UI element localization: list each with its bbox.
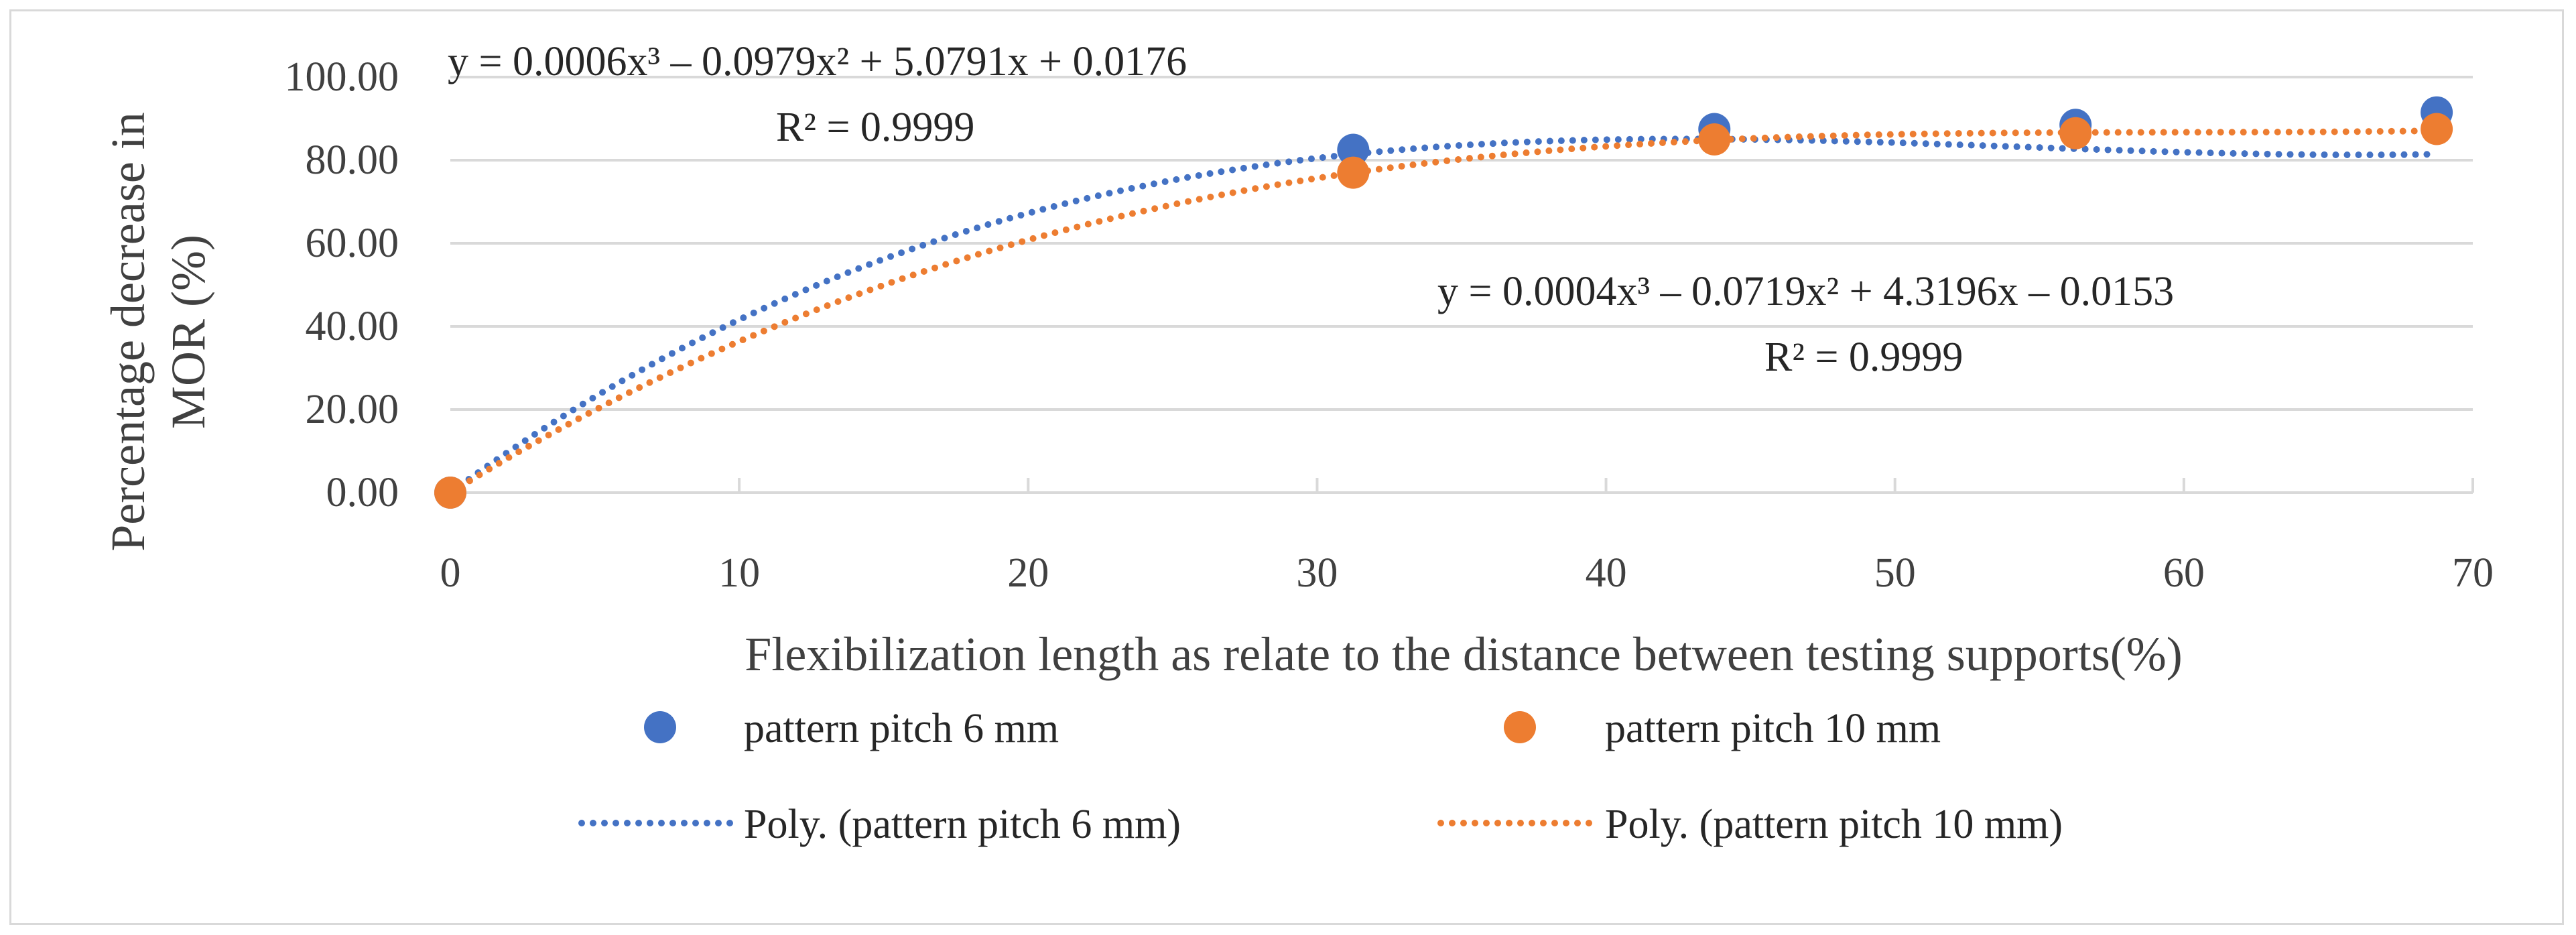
x-axis-title: Flexibilization length as relate to the … xyxy=(745,627,2182,681)
legend-label-poly-10mm: Poly. (pattern pitch 10 mm) xyxy=(1605,802,2063,847)
data-point-series-1 xyxy=(1337,156,1370,189)
legend-label-poly-6mm: Poly. (pattern pitch 6 mm) xyxy=(744,802,1181,847)
x-tick-label: 60 xyxy=(2163,550,2205,596)
r2-10mm: R² = 0.9999 xyxy=(1764,334,1963,380)
data-point-series-1 xyxy=(434,477,466,509)
y-tick-label: 0.00 xyxy=(326,470,399,515)
tick-labels: 0.00 20.00 40.00 60.00 80.00 100.00 0 10 20 30 40 5… xyxy=(285,54,2494,596)
trendline-series-0 xyxy=(447,135,2441,496)
equation-10mm: y = 0.0004x³ – 0.0719x² + 4.3196x – 0.01… xyxy=(1437,269,2174,314)
x-tick-label: 70 xyxy=(2452,550,2494,596)
legend-label-6mm: pattern pitch 6 mm xyxy=(744,706,1059,751)
y-tick-label: 100.00 xyxy=(285,54,399,100)
y-tick-label: 40.00 xyxy=(306,304,399,349)
y-axis-title-line2: MOR (%) xyxy=(162,235,215,429)
trendlines xyxy=(447,127,2441,497)
x-tick-label: 40 xyxy=(1586,550,1627,596)
data-point-series-1 xyxy=(2059,117,2092,149)
x-tick-label: 10 xyxy=(718,550,760,596)
trendline-series-1 xyxy=(447,127,2441,497)
x-tick-label: 50 xyxy=(1874,550,1916,596)
axes xyxy=(449,478,2474,494)
data-points xyxy=(434,96,2453,509)
equation-6mm: y = 0.0006x³ – 0.0979x² + 5.0791x + 0.01… xyxy=(448,39,1187,84)
r2-6mm: R² = 0.9999 xyxy=(776,105,974,150)
y-tick-label: 80.00 xyxy=(306,137,399,183)
legend: pattern pitch 6 mm pattern pitch 10 mm P… xyxy=(578,706,2063,847)
data-point-series-1 xyxy=(2421,113,2453,145)
legend-marker-10mm xyxy=(1504,711,1536,743)
y-axis-title-line1: Percentage decrease in xyxy=(101,112,155,552)
chart-frame xyxy=(9,9,2564,925)
x-tick-label: 30 xyxy=(1296,550,1338,596)
legend-label-10mm: pattern pitch 10 mm xyxy=(1605,706,1941,751)
y-tick-label: 60.00 xyxy=(306,221,399,266)
y-tick-label: 20.00 xyxy=(306,387,399,432)
data-point-series-0 xyxy=(1337,133,1370,166)
legend-marker-6mm xyxy=(644,711,676,743)
x-tick-label: 0 xyxy=(440,550,461,596)
gridlines xyxy=(450,76,2473,411)
x-tick-label: 20 xyxy=(1007,550,1049,596)
data-point-series-1 xyxy=(1698,123,1731,155)
